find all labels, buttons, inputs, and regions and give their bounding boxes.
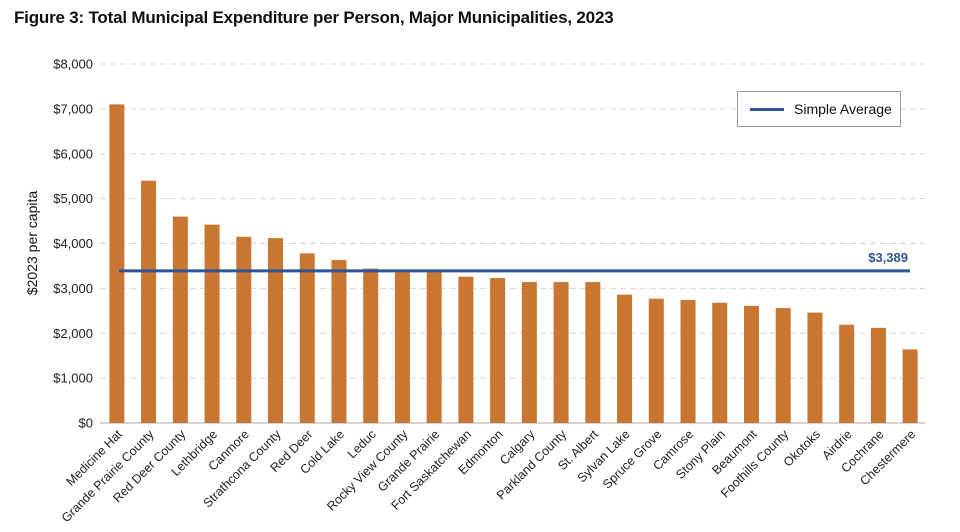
bar	[490, 278, 506, 423]
chart-title: Figure 3: Total Municipal Expenditure pe…	[14, 8, 614, 27]
bar	[363, 268, 379, 423]
bar	[458, 276, 474, 423]
bar	[839, 324, 855, 423]
y-tick-labels: $0 $1,000 $2,000 $3,000 $4,000 $5,000 $6,000 $7…	[53, 57, 93, 431]
bar	[109, 104, 125, 423]
bar	[743, 305, 759, 423]
y-tick-label: $4,000	[53, 236, 93, 251]
bar	[553, 282, 569, 423]
bar	[204, 224, 220, 423]
y-tick-label: $8,000	[53, 57, 93, 72]
y-tick-label: $5,000	[53, 191, 93, 206]
y-tick-label: $2,000	[53, 326, 93, 341]
bar	[712, 302, 728, 423]
average-line-group: $3,389	[119, 250, 910, 273]
bar	[426, 272, 442, 423]
y-axis-label: $2023 per capita	[24, 191, 40, 296]
bar	[775, 308, 791, 423]
y-tick-label: $0	[79, 416, 93, 431]
legend: Simple Average	[737, 91, 901, 127]
bars	[109, 104, 918, 423]
bar	[902, 349, 918, 423]
bar	[299, 253, 315, 423]
legend-label: Simple Average	[794, 101, 892, 117]
bar	[394, 272, 410, 423]
legend-line-swatch	[750, 107, 784, 111]
y-tick-label: $7,000	[53, 101, 93, 116]
bar	[521, 282, 537, 423]
average-value-label: $3,389	[868, 250, 908, 265]
bar	[331, 260, 347, 423]
bar	[870, 327, 886, 423]
y-tick-label: $1,000	[53, 371, 93, 386]
bar	[268, 238, 284, 423]
bar	[680, 300, 696, 423]
bar	[172, 216, 188, 423]
bar	[236, 236, 252, 423]
y-tick-label: $6,000	[53, 146, 93, 161]
bar	[141, 180, 157, 423]
y-tick-label: $3,000	[53, 281, 93, 296]
bar	[617, 294, 633, 423]
bar	[648, 298, 664, 423]
bar	[807, 312, 823, 423]
bar	[585, 282, 601, 423]
